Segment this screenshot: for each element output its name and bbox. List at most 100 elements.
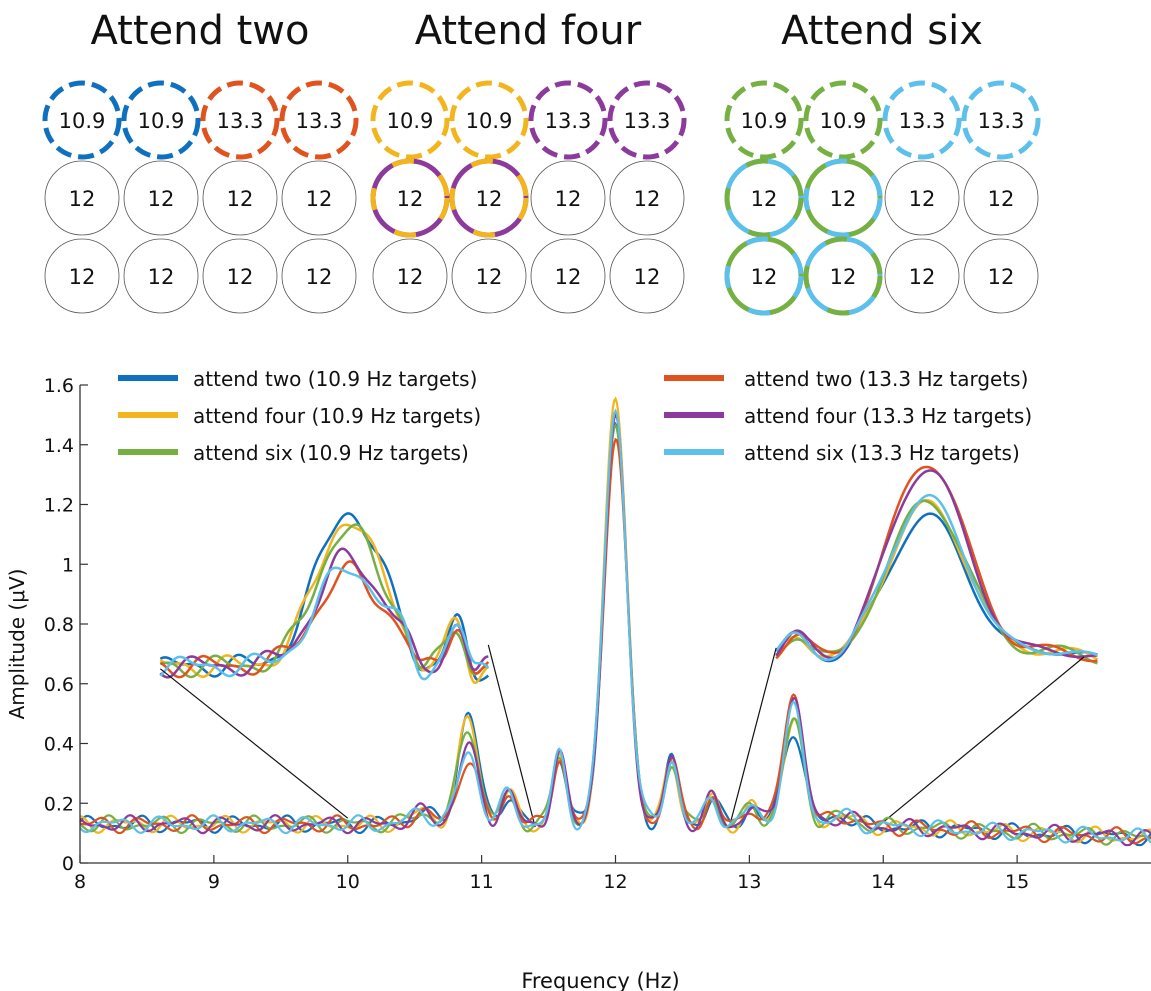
panel-1: Attend two 10.9 10.9 13.3 13.3 12 12 12 12 12 12 12…	[42, 8, 359, 314]
legend-item: attend four (13.3 Hz targets)	[664, 404, 1032, 428]
circle-outline	[530, 238, 606, 314]
circle-ring-dashes	[449, 158, 529, 238]
stimulus-circle: 12	[44, 238, 120, 314]
circle-label: 13.3	[545, 109, 592, 133]
legend-label: attend two (13.3 Hz targets)	[744, 367, 1028, 391]
stimulus-circle: 10.9	[42, 80, 122, 160]
inset-connector	[728, 647, 777, 828]
circle-dashed-ring	[882, 80, 962, 160]
stimulus-circle: 13.3	[961, 80, 1041, 160]
x-tick-label: 13	[737, 871, 761, 893]
circle-outline	[609, 238, 685, 314]
circle-label: 12	[69, 265, 96, 289]
circle-outline	[123, 238, 199, 314]
stimulus-circle: 12	[281, 160, 357, 236]
circle-label: 12	[397, 187, 424, 211]
inset-left-line	[160, 523, 489, 679]
legend-item: attend six (13.3 Hz targets)	[664, 441, 1020, 465]
inset-connector	[159, 668, 349, 819]
inset-right-line	[775, 499, 1098, 665]
circle-label: 12	[476, 187, 503, 211]
circle-label: 12	[306, 265, 333, 289]
circle-label: 12	[751, 187, 778, 211]
legend-item: attend two (10.9 Hz targets)	[118, 367, 477, 391]
circle-ring-dashes	[803, 236, 883, 316]
circle-ring-dashes	[803, 158, 883, 238]
y-axis-title: Amplitude (μV)	[5, 569, 29, 720]
series-line	[79, 412, 1151, 847]
stimulus-circle: 12	[724, 158, 804, 238]
y-tick-label: 0.6	[44, 674, 74, 696]
circle-label: 13.3	[978, 109, 1025, 133]
x-tick-label: 8	[74, 871, 86, 893]
y-tick-label: 1.2	[44, 495, 74, 517]
circle-label: 12	[830, 187, 857, 211]
attention-conditions-panel: Attend two 10.9 10.9 13.3 13.3 12 12 12 12 12 12 12…	[42, 8, 1041, 316]
circle-outline	[451, 238, 527, 314]
circle-label: 10.9	[387, 109, 434, 133]
circle-dashed-ring	[724, 80, 804, 160]
circle-label: 12	[634, 265, 661, 289]
inset-right-line	[775, 498, 1099, 661]
legend-label: attend six (10.9 Hz targets)	[193, 441, 469, 465]
circle-label: 12	[555, 187, 582, 211]
stimulus-circle: 13.3	[200, 80, 280, 160]
circle-outline	[202, 160, 278, 236]
stimulus-circle: 12	[609, 160, 685, 236]
panel-title: Attend four	[415, 8, 642, 54]
circle-label: 12	[634, 187, 661, 211]
y-tick-label: 0.4	[44, 734, 74, 756]
circle-dashed-ring	[200, 80, 280, 160]
circle-label: 13.3	[899, 109, 946, 133]
stimulus-circle: 12	[963, 238, 1039, 314]
circle-label: 10.9	[820, 109, 867, 133]
circle-dashed-ring	[42, 80, 122, 160]
circle-dashed-ring	[121, 80, 201, 160]
inset-right-line	[775, 512, 1098, 663]
stimulus-circle: 10.9	[370, 80, 450, 160]
y-tick-label: 1	[62, 554, 74, 576]
stimulus-circle: 12	[803, 236, 883, 316]
circle-outline	[884, 238, 960, 314]
circle-label: 10.9	[741, 109, 788, 133]
x-axis-title: Frequency (Hz)	[521, 969, 679, 991]
circle-outline	[884, 160, 960, 236]
stimulus-circle: 12	[963, 160, 1039, 236]
legend-item: attend four (10.9 Hz targets)	[118, 404, 481, 428]
stimulus-circle: 12	[884, 238, 960, 314]
inset-connector	[487, 644, 536, 828]
stimulus-circle: 12	[530, 160, 606, 236]
circle-label: 12	[148, 265, 175, 289]
stimulus-circle: 13.3	[882, 80, 962, 160]
inset-right-line	[775, 465, 1098, 663]
inset-left-line	[159, 566, 490, 681]
circle-outline	[44, 238, 120, 314]
circle-ring-dashes	[370, 158, 450, 238]
y-tick-label: 1.6	[44, 375, 74, 397]
x-tick-label: 9	[208, 871, 220, 893]
stimulus-circle: 10.9	[803, 80, 883, 160]
y-tick-label: 0.8	[44, 614, 74, 636]
stimulus-circle: 12	[449, 158, 529, 238]
x-tick-label: 15	[1005, 871, 1029, 893]
series-line	[79, 421, 1151, 847]
circle-ring-dashes	[724, 158, 804, 238]
circle-label: 10.9	[466, 109, 513, 133]
legend-label: attend four (10.9 Hz targets)	[193, 404, 481, 428]
x-tick-label: 10	[336, 871, 360, 893]
stimulus-circle: 10.9	[449, 80, 529, 160]
legend-item: attend two (13.3 Hz targets)	[664, 367, 1028, 391]
stimulus-circle: 13.3	[607, 80, 687, 160]
circle-label: 10.9	[59, 109, 106, 133]
stimulus-circle: 12	[530, 238, 606, 314]
circle-outline	[123, 160, 199, 236]
circle-outline	[609, 160, 685, 236]
inset-connector	[869, 656, 1085, 834]
legend-item: attend six (10.9 Hz targets)	[118, 441, 469, 465]
inset-right-line	[775, 469, 1098, 660]
panel-3: Attend six 10.9 10.9 13.3 13.3 12 12 12 12 12 12 12…	[724, 8, 1041, 316]
stimulus-circle: 12	[884, 160, 960, 236]
circle-outline	[202, 238, 278, 314]
circle-label: 12	[148, 187, 175, 211]
circle-label: 12	[69, 187, 96, 211]
